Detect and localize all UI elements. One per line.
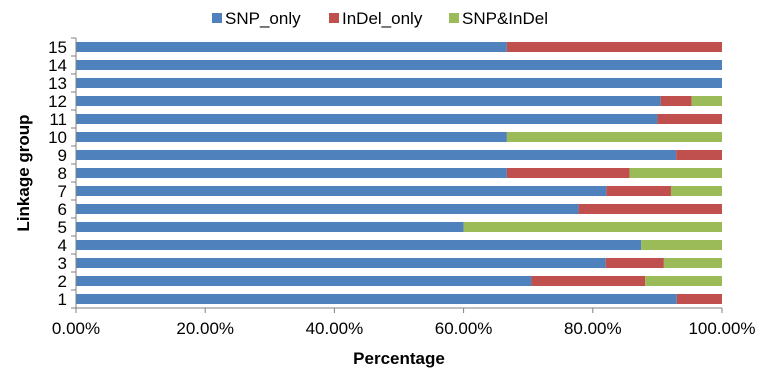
y-tick-label-2: 2 <box>58 272 67 291</box>
bar-indel-only-group-15 <box>506 42 722 52</box>
legend-swatch-snp-indel <box>449 13 459 23</box>
bars <box>76 42 722 304</box>
bar-snp-only-group-11 <box>76 114 658 124</box>
legend-label-snp-only: SNP_only <box>225 9 301 28</box>
y-tick-label-6: 6 <box>58 200 67 219</box>
bar-indel-only-group-8 <box>506 168 630 178</box>
bar-indel-only-group-9 <box>676 150 722 160</box>
bar-snp-only-group-8 <box>76 168 507 178</box>
bar-indel-only-group-2 <box>531 276 646 286</box>
bar-snp-indel-group-8 <box>629 168 722 178</box>
y-tick-label-13: 13 <box>48 74 67 93</box>
y-tick-label-8: 8 <box>58 164 67 183</box>
y-tick-label-12: 12 <box>48 92 67 111</box>
bar-snp-only-group-1 <box>76 294 677 304</box>
y-axis-title: Linkage group <box>14 114 33 231</box>
bar-indel-only-group-7 <box>606 186 671 196</box>
bar-snp-indel-group-10 <box>506 132 722 142</box>
bar-snp-only-group-9 <box>76 150 677 160</box>
y-tick-label-9: 9 <box>58 146 67 165</box>
bar-indel-only-group-11 <box>657 114 722 124</box>
bar-snp-only-group-4 <box>76 240 642 250</box>
x-tick-label: 20.00% <box>176 319 234 338</box>
y-tick-label-3: 3 <box>58 254 67 273</box>
bar-indel-only-group-1 <box>676 294 722 304</box>
legend-swatch-indel-only <box>329 13 339 23</box>
y-tick-label-1: 1 <box>58 290 67 309</box>
x-tick-label: 100.00% <box>688 319 755 338</box>
x-tick-label: 80.00% <box>564 319 622 338</box>
bar-snp-only-group-3 <box>76 258 606 268</box>
x-tick-label: 0.00% <box>52 319 100 338</box>
bar-snp-indel-group-4 <box>641 240 722 250</box>
bar-snp-only-group-15 <box>76 42 507 52</box>
y-tick-label-5: 5 <box>58 218 67 237</box>
y-tick-label-7: 7 <box>58 182 67 201</box>
bar-indel-only-group-12 <box>660 96 692 106</box>
bar-snp-only-group-6 <box>76 204 579 214</box>
y-tick-label-4: 4 <box>58 236 67 255</box>
bar-snp-indel-group-12 <box>691 96 722 106</box>
x-tick-label: 60.00% <box>435 319 493 338</box>
y-tick-label-11: 11 <box>49 110 67 129</box>
x-tick-label: 40.00% <box>306 319 364 338</box>
bar-indel-only-group-3 <box>605 258 664 268</box>
bar-snp-only-group-5 <box>76 222 464 232</box>
bar-snp-indel-group-5 <box>463 222 722 232</box>
bar-indel-only-group-6 <box>578 204 722 214</box>
bar-snp-indel-group-7 <box>670 186 722 196</box>
legend-swatch-snp-only <box>212 13 222 23</box>
legend-label-snp-indel: SNP&InDel <box>462 9 548 28</box>
x-axis-title: Percentage <box>353 349 445 368</box>
bar-snp-only-group-13 <box>76 78 722 88</box>
bar-snp-only-group-2 <box>76 276 532 286</box>
y-tick-label-14: 14 <box>48 56 67 75</box>
bar-snp-only-group-12 <box>76 96 661 106</box>
bar-snp-only-group-7 <box>76 186 607 196</box>
bar-snp-indel-group-3 <box>663 258 722 268</box>
y-tick-label-15: 15 <box>48 38 67 57</box>
legend: SNP_only InDel_only SNP&InDel <box>212 9 548 28</box>
legend-label-indel-only: InDel_only <box>342 9 423 28</box>
bar-snp-indel-group-2 <box>645 276 722 286</box>
y-tick-label-10: 10 <box>48 128 67 147</box>
bar-snp-only-group-10 <box>76 132 507 142</box>
bar-snp-only-group-14 <box>76 60 722 70</box>
